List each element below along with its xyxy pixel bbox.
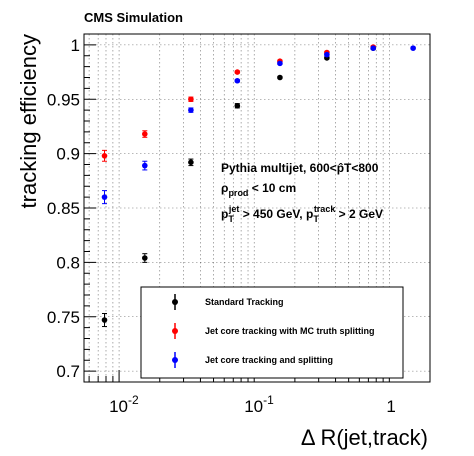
marker [188,107,194,113]
data-point [188,158,194,167]
marker [234,102,241,109]
legend-marker [172,328,178,334]
data-point [101,312,108,328]
marker [277,60,283,67]
marker [277,74,283,81]
y-tick-label: 0.85 [47,199,80,218]
chart-header: CMS Simulation [84,10,183,25]
data-point [101,149,108,162]
data-points [101,44,416,328]
x-axis-label: Δ R(jet,track) [301,425,428,450]
y-tick-label: 1 [71,36,80,55]
marker [101,317,108,323]
legend-box [140,286,404,379]
data-point [142,130,148,138]
y-tick-label: 0.95 [47,90,80,109]
legend-entry: Standard Tracking [172,294,284,310]
y-tick-labels: 0.7 0.75 0.8 0.85 0.9 0.95 1 [47,36,80,381]
x-tick-label: 1 [386,397,395,416]
y-tick-label: 0.75 [47,308,80,327]
marker [188,159,194,166]
series-jet-core-tracking-and-splitting [101,45,416,205]
legend-label: Jet core tracking with MC truth splittin… [205,326,375,336]
data-point [142,160,148,171]
plot-annotation: Pythia multijet, 600<p̂T<800 ρprod < 10 … [221,161,383,224]
data-point [234,69,241,75]
data-point [188,107,194,113]
y-tick-label: 0.7 [56,362,80,381]
data-point [188,96,194,103]
marker [324,51,330,58]
marker [142,255,148,261]
marker [188,96,194,103]
y-tick-label: 0.9 [56,145,80,164]
marker [234,69,241,75]
data-point [277,74,283,81]
series-standard-tracking [101,45,377,328]
annotation-pt-cuts: pTjet > 450 GeV, pTtrack > 2 GeV [221,204,383,224]
legend-label: Standard Tracking [205,297,284,307]
y-tick-label: 0.8 [56,253,80,272]
y-axis-label: tracking efficiency [16,34,41,208]
marker [142,162,148,169]
data-point [277,60,283,67]
x-tick-label: 10-1 [244,393,274,416]
legend-label: Jet core tracking and splitting [205,355,333,365]
legend-entry: Jet core tracking with MC truth splittin… [172,323,375,339]
series-jet-core-tracking-with-mc-truth-splitting [101,44,377,162]
marker [234,77,241,84]
legend-marker [172,299,178,305]
legend-marker [172,357,178,363]
marker [101,194,108,200]
legend: Standard Tracking Jet core tracking with … [140,286,404,379]
marker [370,45,377,51]
data-point [370,45,377,51]
legend-entry: Jet core tracking and splitting [172,352,333,368]
data-point [410,45,416,51]
data-point [142,253,148,263]
annotation-sample: Pythia multijet, 600<p̂T<800 [221,161,379,175]
marker [410,45,416,51]
data-point [234,102,241,109]
x-tick-label: 10-2 [109,393,139,416]
data-point [234,77,241,84]
data-point [101,190,108,205]
marker [101,153,108,159]
x-tick-labels: 10-2 10-1 1 [109,393,396,416]
data-point [324,51,330,58]
marker [142,131,148,137]
annotation-rho-cut: ρprod < 10 cm [221,181,296,198]
